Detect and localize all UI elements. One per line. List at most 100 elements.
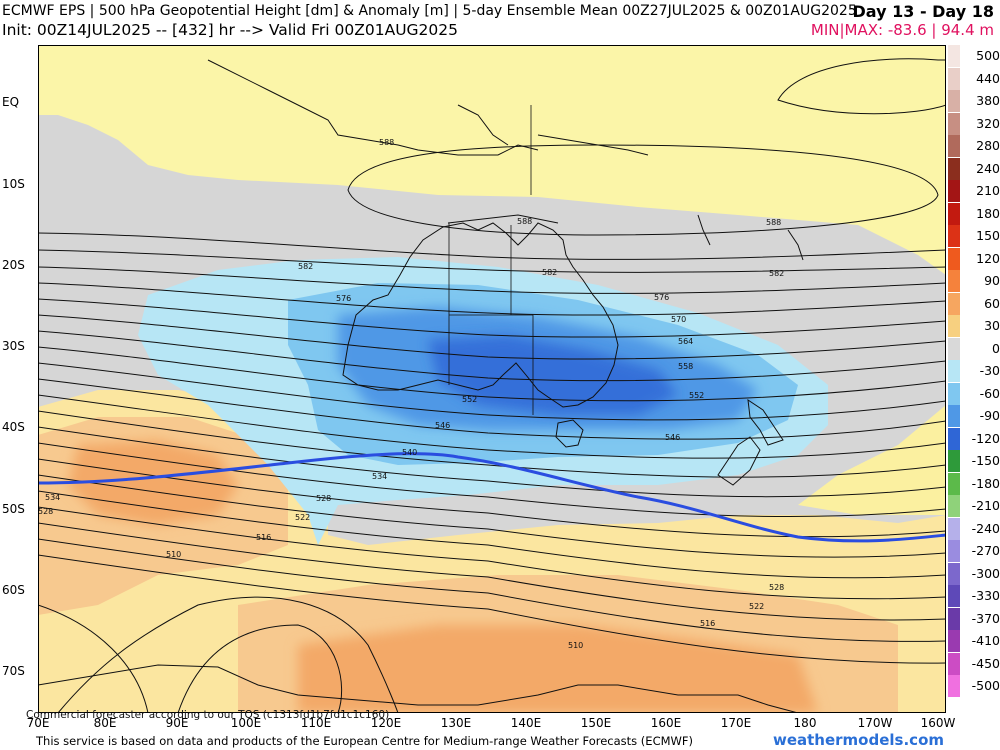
colorbar-label: 280 bbox=[976, 138, 1000, 153]
colorbar-label: 150 bbox=[976, 228, 1000, 243]
contour-540-highlight bbox=[38, 452, 946, 543]
colorbar-swatch bbox=[948, 427, 960, 450]
colorbar-step: 320 bbox=[948, 112, 1000, 135]
colorbar-swatch bbox=[948, 382, 960, 405]
colorbar-step: -330 bbox=[948, 585, 1000, 607]
colorbar-swatch bbox=[948, 517, 960, 540]
colorbar-step: 210 bbox=[948, 180, 1000, 202]
contour-line bbox=[38, 490, 946, 579]
contour-label: 558 bbox=[678, 362, 693, 371]
colorbar-step: -450 bbox=[948, 652, 1000, 675]
colorbar-step: 240 bbox=[948, 157, 1000, 180]
colorbar-step: 0 bbox=[948, 337, 1000, 360]
colorbar-swatch bbox=[948, 247, 960, 270]
contour-label: 516 bbox=[700, 619, 715, 628]
contour-line bbox=[38, 362, 946, 421]
colorbar-label: -270 bbox=[971, 543, 1000, 558]
colorbar-label: 30 bbox=[984, 318, 1000, 333]
contour-label: 576 bbox=[336, 294, 351, 303]
contour-line bbox=[38, 249, 946, 273]
lon-label: 140E bbox=[510, 716, 542, 730]
contour-line bbox=[38, 394, 946, 459]
solomons-coast bbox=[697, 214, 711, 246]
contour-588-loop bbox=[347, 144, 939, 236]
colorbar-swatch bbox=[948, 292, 960, 315]
contour-label: 510 bbox=[568, 641, 583, 650]
lat-label: 60S bbox=[2, 583, 25, 597]
lon-label: 70E bbox=[26, 716, 50, 730]
contour-line bbox=[38, 266, 946, 294]
colorbar-swatch bbox=[948, 315, 960, 337]
map-panel: 588 588 588 582 582 582 576 576 570 564 … bbox=[38, 45, 946, 713]
contour-line bbox=[38, 282, 946, 316]
colorbar-label: -240 bbox=[971, 520, 1000, 536]
colorbar-label: 320 bbox=[976, 115, 1000, 131]
colorbar-label: 240 bbox=[976, 160, 1000, 176]
colorbar-step: -210 bbox=[948, 495, 1000, 517]
lon-label: 170E bbox=[720, 716, 752, 730]
contour-label: 522 bbox=[749, 602, 764, 611]
colorbar-swatch bbox=[948, 360, 960, 382]
contour-line bbox=[38, 442, 946, 518]
colorbar-step: 440 bbox=[948, 67, 1000, 90]
contour-label: 546 bbox=[435, 421, 450, 430]
colorbar-step: -410 bbox=[948, 630, 1000, 652]
colorbar-swatch bbox=[948, 112, 960, 135]
colorbar-swatch bbox=[948, 90, 960, 112]
colorbar-swatch bbox=[948, 652, 960, 675]
contour-label: 516 bbox=[256, 533, 271, 542]
nz-north-island bbox=[747, 398, 784, 446]
colorbar-label: 0 bbox=[992, 340, 1000, 356]
colorbar-swatch bbox=[948, 270, 960, 292]
contour-588-loop-ne bbox=[777, 58, 946, 115]
colorbar-swatch bbox=[948, 540, 960, 562]
colorbar-step: 180 bbox=[948, 202, 1000, 225]
colorbar-label: 440 bbox=[976, 70, 1000, 86]
ecmwf-credit: This service is based on data and produc… bbox=[36, 734, 693, 748]
contour-line bbox=[38, 314, 946, 360]
contour-label: 510 bbox=[166, 550, 181, 559]
lon-label: 130E bbox=[440, 716, 472, 730]
colorbar-step: -500 bbox=[948, 675, 1000, 697]
contour-line bbox=[57, 596, 399, 713]
colorbar-step: -90 bbox=[948, 405, 1000, 427]
colorbar-label: -180 bbox=[971, 475, 1000, 491]
colorbar-swatch bbox=[948, 157, 960, 180]
colorbar-label: 90 bbox=[984, 273, 1000, 288]
colorbar-label: 60 bbox=[984, 295, 1000, 311]
lon-label: 150E bbox=[580, 716, 612, 730]
colorbar-label: -450 bbox=[971, 655, 1000, 671]
colorbar-swatch bbox=[948, 337, 960, 360]
colorbar-swatch bbox=[948, 495, 960, 517]
lon-label: 120E bbox=[370, 716, 402, 730]
contour-line bbox=[38, 474, 946, 558]
colorbar-step: -270 bbox=[948, 540, 1000, 562]
colorbar-label: 120 bbox=[976, 250, 1000, 266]
colorbar-label: -210 bbox=[971, 498, 1000, 513]
colorbar-label: -60 bbox=[979, 385, 1000, 401]
brand-link[interactable]: weathermodels.com bbox=[772, 731, 944, 749]
contour-label: 552 bbox=[462, 395, 477, 404]
lon-label: 80E bbox=[93, 716, 117, 730]
contour-line bbox=[38, 410, 946, 478]
colorbar-step: 380 bbox=[948, 90, 1000, 112]
lon-label: 180 bbox=[793, 716, 817, 730]
colorbar-swatch bbox=[948, 607, 960, 630]
colorbar-label: 180 bbox=[976, 205, 1000, 221]
colorbar-swatch bbox=[948, 630, 960, 652]
contour-label: 534 bbox=[45, 493, 60, 502]
lat-label: 70S bbox=[2, 664, 25, 678]
colorbar-step: 280 bbox=[948, 135, 1000, 157]
anomaly-colorbar: 500 440 380 320 280 240 210 180 150 120 90 60 30 0 -30… bbox=[948, 45, 1000, 711]
contour-label: 570 bbox=[671, 315, 686, 324]
colorbar-label: -410 bbox=[971, 633, 1000, 648]
colorbar-step: -180 bbox=[948, 472, 1000, 495]
lat-label: 50S bbox=[2, 502, 25, 516]
colorbar-step: 120 bbox=[948, 247, 1000, 270]
colorbar-step: 60 bbox=[948, 292, 1000, 315]
colorbar-label: -120 bbox=[971, 430, 1000, 446]
lat-label: 20S bbox=[2, 258, 25, 272]
anomaly-pos-north bbox=[38, 45, 946, 275]
commercial-notice: Commercial forecaster according to our T… bbox=[26, 709, 390, 721]
colorbar-swatch bbox=[948, 450, 960, 472]
